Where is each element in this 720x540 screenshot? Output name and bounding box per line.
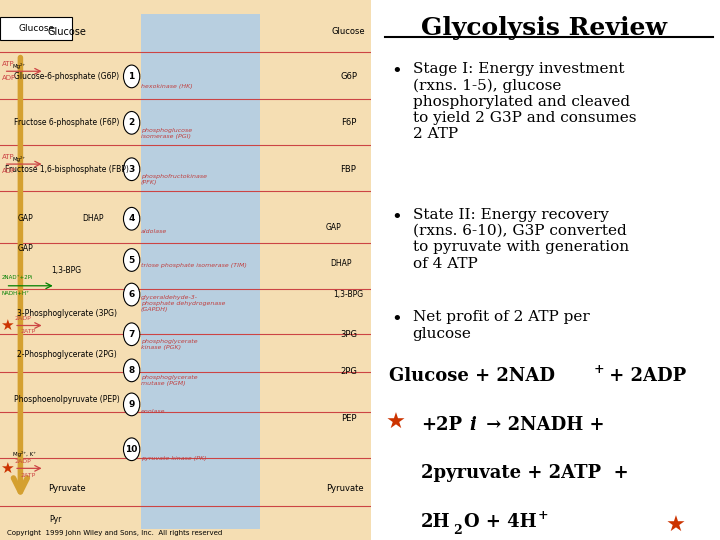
Text: •: •	[391, 62, 402, 80]
Text: 7: 7	[128, 330, 135, 339]
Text: 6: 6	[128, 290, 135, 299]
Text: Glucose + 2NAD: Glucose + 2NAD	[389, 367, 555, 385]
Text: 5: 5	[128, 255, 135, 265]
Text: 2ADP: 2ADP	[14, 316, 31, 321]
Text: 2-Phosphoglycerate (2PG): 2-Phosphoglycerate (2PG)	[17, 350, 117, 360]
Text: Glucose: Glucose	[18, 24, 55, 33]
Text: Mg²⁺, K⁺: Mg²⁺, K⁺	[13, 451, 36, 457]
Text: Fructose 6-phosphate (F6P): Fructose 6-phosphate (F6P)	[14, 118, 120, 127]
Circle shape	[123, 65, 140, 88]
Text: 3: 3	[128, 165, 135, 174]
Text: enolase: enolase	[141, 409, 166, 414]
Circle shape	[123, 283, 140, 306]
Text: PEP: PEP	[341, 414, 356, 423]
Text: 2: 2	[453, 524, 462, 537]
Text: 2ADP: 2ADP	[14, 458, 31, 464]
Text: Glucose-6-phosphate (G6P): Glucose-6-phosphate (G6P)	[14, 72, 120, 81]
Text: +2P: +2P	[421, 416, 462, 434]
Text: 10: 10	[125, 445, 138, 454]
Text: +: +	[538, 509, 549, 522]
Text: Glucose: Glucose	[48, 26, 86, 37]
Text: F6P: F6P	[341, 118, 356, 127]
Text: 2NAD⁺+2Pi: 2NAD⁺+2Pi	[2, 275, 33, 280]
Text: → 2NADH +: → 2NADH +	[480, 416, 605, 434]
Text: 4: 4	[128, 214, 135, 223]
Text: Mg²⁺: Mg²⁺	[13, 63, 26, 69]
Bar	[141, 14, 260, 529]
Text: Pyruvate: Pyruvate	[326, 484, 364, 494]
Text: 9: 9	[128, 400, 135, 409]
Text: 3PG: 3PG	[340, 330, 357, 339]
Text: Phosphoenolpyruvate (PEP): Phosphoenolpyruvate (PEP)	[14, 395, 120, 404]
Circle shape	[123, 438, 140, 461]
Circle shape	[123, 323, 140, 346]
Circle shape	[123, 248, 140, 271]
Text: 2ATP: 2ATP	[20, 329, 36, 334]
Text: Stage I: Energy investment
(rxns. 1-5), glucose
phosphorylated and cleaved
to yi: Stage I: Energy investment (rxns. 1-5), …	[413, 62, 636, 141]
FancyBboxPatch shape	[1, 17, 72, 40]
Text: ★: ★	[0, 461, 14, 476]
Text: 2PG: 2PG	[340, 367, 357, 376]
Text: FBP: FBP	[341, 165, 356, 174]
Text: Glycolysis Review: Glycolysis Review	[420, 16, 667, 40]
Text: 2H: 2H	[421, 513, 451, 531]
Circle shape	[123, 393, 140, 416]
Text: DHAP: DHAP	[330, 259, 352, 268]
Text: 1,3-BPG: 1,3-BPG	[52, 266, 82, 275]
Text: •: •	[391, 208, 402, 226]
Text: Fructose 1,6-bisphosphate (FBP): Fructose 1,6-bisphosphate (FBP)	[5, 165, 129, 174]
Text: DHAP: DHAP	[82, 214, 104, 223]
Text: phosphoglycerate
mutase (PGM): phosphoglycerate mutase (PGM)	[141, 375, 197, 386]
Text: i: i	[469, 416, 477, 434]
Text: ★: ★	[0, 318, 14, 333]
Text: •: •	[391, 310, 402, 328]
Circle shape	[123, 158, 140, 180]
Text: pyruvate kinase (PK): pyruvate kinase (PK)	[141, 456, 207, 461]
Text: 2pyruvate + 2ATP  +: 2pyruvate + 2ATP +	[421, 464, 629, 482]
Text: 8: 8	[128, 366, 135, 375]
Text: Glucose: Glucose	[332, 27, 365, 36]
Text: GAP: GAP	[18, 244, 34, 253]
Text: O + 4H: O + 4H	[464, 513, 537, 531]
Text: ATP: ATP	[2, 154, 14, 160]
Text: NADH+H⁺: NADH+H⁺	[2, 291, 30, 295]
Text: Copyright  1999 John Wiley and Sons, Inc.  All rights reserved: Copyright 1999 John Wiley and Sons, Inc.…	[7, 530, 222, 536]
Text: 2: 2	[128, 118, 135, 127]
Text: phosphoglycerate
kinase (PGK): phosphoglycerate kinase (PGK)	[141, 339, 197, 350]
Text: 3-Phosphoglycerate (3PG): 3-Phosphoglycerate (3PG)	[17, 309, 117, 318]
Text: phosphofructokinase
(PFK): phosphofructokinase (PFK)	[141, 174, 207, 185]
Text: ATP: ATP	[2, 61, 14, 67]
Text: ADP: ADP	[2, 168, 16, 174]
Text: 2ATP: 2ATP	[20, 472, 36, 477]
Circle shape	[123, 207, 140, 230]
Text: ADP: ADP	[2, 75, 16, 81]
Text: +: +	[594, 363, 605, 376]
Text: triose phosphate isomerase (TIM): triose phosphate isomerase (TIM)	[141, 262, 247, 268]
Text: 1,3-BPG: 1,3-BPG	[333, 290, 364, 299]
Text: Pyruvate: Pyruvate	[48, 484, 86, 494]
Text: ★: ★	[385, 413, 405, 433]
Text: Mg²⁺: Mg²⁺	[13, 156, 26, 162]
Text: GAP: GAP	[18, 214, 34, 223]
Text: phosphoglucose
isomerase (PGI): phosphoglucose isomerase (PGI)	[141, 128, 192, 139]
Bar	[0, 0, 371, 540]
Text: G6P: G6P	[340, 72, 357, 81]
Text: State II: Energy recovery
(rxns. 6-10), G3P converted
to pyruvate with generatio: State II: Energy recovery (rxns. 6-10), …	[413, 208, 629, 271]
Text: Net profit of 2 ATP per
glucose: Net profit of 2 ATP per glucose	[413, 310, 589, 341]
Text: glyceraldehyde-3-
phosphate dehydrogenase
(GAPDH): glyceraldehyde-3- phosphate dehydrogenas…	[141, 295, 225, 312]
Text: GAP: GAP	[326, 223, 341, 232]
Circle shape	[123, 111, 140, 134]
Text: hexokinase (HK): hexokinase (HK)	[141, 84, 193, 89]
Text: ★: ★	[666, 516, 686, 536]
Text: 1: 1	[128, 72, 135, 81]
Circle shape	[123, 359, 140, 382]
Text: aldolase: aldolase	[141, 228, 167, 234]
Text: + 2ADP: + 2ADP	[603, 367, 687, 385]
Text: Pyr: Pyr	[50, 515, 62, 524]
